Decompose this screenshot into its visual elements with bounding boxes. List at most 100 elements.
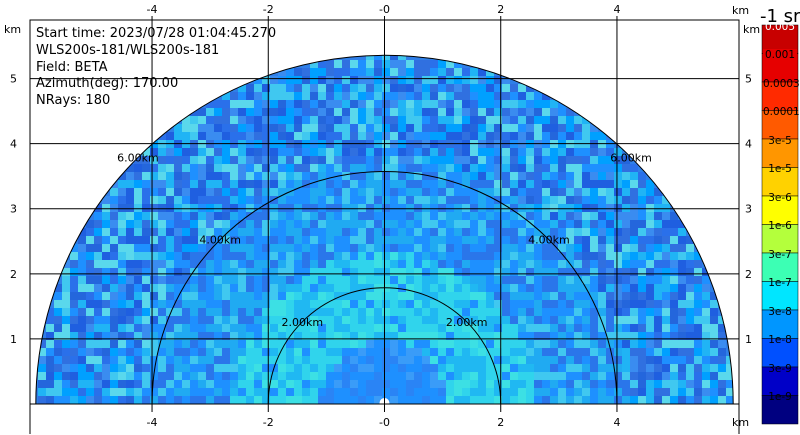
field-cell (350, 132, 358, 140)
field-cell (238, 284, 246, 292)
field-cell (654, 244, 662, 252)
field-cell (414, 68, 422, 76)
field-cell (198, 348, 206, 356)
field-cell (694, 284, 702, 292)
field-cell (630, 204, 638, 212)
field-cell (438, 364, 446, 372)
field-cell (406, 268, 414, 276)
field-cell (414, 284, 422, 292)
field-cell (334, 124, 342, 132)
field-cell (478, 180, 486, 188)
field-cell (126, 332, 134, 340)
field-cell (646, 220, 654, 228)
field-cell (86, 252, 94, 260)
field-cell (126, 396, 134, 404)
field-cell (230, 388, 238, 396)
field-cell (166, 172, 174, 180)
field-cell (78, 332, 86, 340)
field-cell (150, 252, 158, 260)
field-cell (238, 180, 246, 188)
field-cell (302, 292, 310, 300)
field-cell (326, 380, 334, 388)
field-cell (342, 116, 350, 124)
field-cell (166, 156, 174, 164)
field-cell (654, 356, 662, 364)
field-cell (430, 180, 438, 188)
field-cell (390, 388, 398, 396)
field-cell (374, 180, 382, 188)
field-cell (598, 268, 606, 276)
field-cell (214, 396, 222, 404)
field-cell (102, 396, 110, 404)
field-cell (558, 284, 566, 292)
field-cell (318, 164, 326, 172)
field-cell (358, 300, 366, 308)
field-cell (510, 300, 518, 308)
field-cell (470, 100, 478, 108)
field-cell (446, 276, 454, 284)
field-cell (126, 292, 134, 300)
field-cell (526, 260, 534, 268)
field-cell (534, 364, 542, 372)
field-cell (278, 268, 286, 276)
x-tick-label-top: 4 (613, 3, 620, 16)
field-cell (182, 372, 190, 380)
field-cell (270, 164, 278, 172)
field-cell (446, 108, 454, 116)
field-cell (406, 308, 414, 316)
field-cell (446, 364, 454, 372)
field-cell (438, 292, 446, 300)
field-cell (134, 156, 142, 164)
field-cell (430, 300, 438, 308)
field-cell (222, 380, 230, 388)
field-cell (318, 348, 326, 356)
field-cell (182, 204, 190, 212)
field-cell (350, 260, 358, 268)
field-cell (662, 348, 670, 356)
field-cell (270, 380, 278, 388)
field-cell (270, 188, 278, 196)
field-cell (438, 316, 446, 324)
field-cell (238, 276, 246, 284)
field-cell (238, 220, 246, 228)
field-cell (582, 364, 590, 372)
field-cell (278, 316, 286, 324)
field-cell (518, 236, 526, 244)
field-cell (214, 388, 222, 396)
field-cell (398, 252, 406, 260)
y-tick-label-right: 5 (745, 73, 752, 86)
field-cell (558, 212, 566, 220)
field-cell (430, 316, 438, 324)
field-cell (414, 332, 422, 340)
field-cell (110, 276, 118, 284)
field-cell (534, 156, 542, 164)
field-cell (102, 244, 110, 252)
field-cell (526, 92, 534, 100)
field-cell (278, 100, 286, 108)
field-cell (286, 340, 294, 348)
field-cell (350, 292, 358, 300)
field-cell (102, 340, 110, 348)
field-cell (694, 380, 702, 388)
field-cell (670, 396, 678, 404)
field-cell (182, 212, 190, 220)
field-cell (310, 372, 318, 380)
field-cell (518, 292, 526, 300)
field-cell (174, 252, 182, 260)
field-cell (454, 204, 462, 212)
field-cell (222, 188, 230, 196)
field-cell (502, 292, 510, 300)
field-cell (318, 76, 326, 84)
field-cell (478, 196, 486, 204)
colorbar-label: 3e-8 (768, 306, 792, 318)
field-cell (638, 244, 646, 252)
field-cell (630, 180, 638, 188)
field-cell (358, 124, 366, 132)
field-cell (134, 388, 142, 396)
field-cell (486, 92, 494, 100)
field-cell (422, 332, 430, 340)
field-cell (174, 356, 182, 364)
field-cell (454, 284, 462, 292)
field-cell (302, 364, 310, 372)
field-cell (438, 76, 446, 84)
